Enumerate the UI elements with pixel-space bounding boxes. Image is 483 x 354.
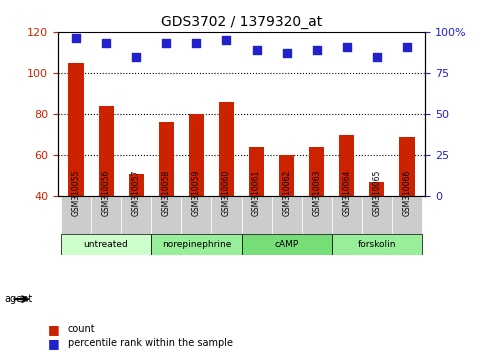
Point <box>373 54 381 59</box>
Bar <box>279 155 294 278</box>
Text: GSM310062: GSM310062 <box>282 169 291 216</box>
Bar <box>219 102 234 278</box>
Bar <box>249 147 264 278</box>
Text: GSM310057: GSM310057 <box>132 169 141 216</box>
Point <box>102 40 110 46</box>
Title: GDS3702 / 1379320_at: GDS3702 / 1379320_at <box>161 16 322 29</box>
Text: count: count <box>68 324 95 334</box>
Bar <box>309 147 324 278</box>
Text: GSM310063: GSM310063 <box>312 169 321 216</box>
Bar <box>339 135 355 278</box>
Point <box>72 36 80 41</box>
Bar <box>69 63 84 278</box>
FancyBboxPatch shape <box>91 196 121 234</box>
Text: ■: ■ <box>48 323 60 336</box>
Text: GSM310066: GSM310066 <box>402 169 412 216</box>
Point <box>343 44 351 50</box>
Text: GSM310065: GSM310065 <box>372 169 382 216</box>
Bar <box>159 122 174 278</box>
FancyBboxPatch shape <box>61 234 151 255</box>
FancyBboxPatch shape <box>212 196 242 234</box>
Text: GSM310059: GSM310059 <box>192 169 201 216</box>
Bar <box>128 173 144 278</box>
Point <box>132 54 140 59</box>
FancyBboxPatch shape <box>242 196 271 234</box>
FancyBboxPatch shape <box>392 196 422 234</box>
Text: forskolin: forskolin <box>357 240 396 249</box>
Bar <box>99 106 114 278</box>
Text: GSM310055: GSM310055 <box>71 169 81 216</box>
Point <box>193 40 200 46</box>
FancyBboxPatch shape <box>181 196 212 234</box>
Point <box>253 47 260 53</box>
Point <box>403 44 411 50</box>
Text: untreated: untreated <box>84 240 128 249</box>
Text: percentile rank within the sample: percentile rank within the sample <box>68 338 233 348</box>
Point <box>223 37 230 43</box>
Point <box>313 47 321 53</box>
Text: GSM310060: GSM310060 <box>222 169 231 216</box>
Point <box>283 50 290 56</box>
FancyBboxPatch shape <box>271 196 302 234</box>
Bar <box>369 182 384 278</box>
FancyBboxPatch shape <box>302 196 332 234</box>
Text: GSM310056: GSM310056 <box>101 169 111 216</box>
Text: GSM310058: GSM310058 <box>162 169 171 216</box>
Text: cAMP: cAMP <box>274 240 299 249</box>
FancyBboxPatch shape <box>332 196 362 234</box>
FancyBboxPatch shape <box>242 234 332 255</box>
FancyBboxPatch shape <box>151 196 181 234</box>
FancyBboxPatch shape <box>332 234 422 255</box>
Bar <box>189 114 204 278</box>
Text: GSM310061: GSM310061 <box>252 169 261 216</box>
Text: agent: agent <box>5 294 33 304</box>
FancyBboxPatch shape <box>151 234 242 255</box>
Point <box>162 40 170 46</box>
Bar <box>399 137 414 278</box>
FancyBboxPatch shape <box>121 196 151 234</box>
Text: GSM310064: GSM310064 <box>342 169 351 216</box>
Text: norepinephrine: norepinephrine <box>162 240 231 249</box>
FancyBboxPatch shape <box>362 196 392 234</box>
FancyBboxPatch shape <box>61 196 91 234</box>
Text: ■: ■ <box>48 337 60 350</box>
